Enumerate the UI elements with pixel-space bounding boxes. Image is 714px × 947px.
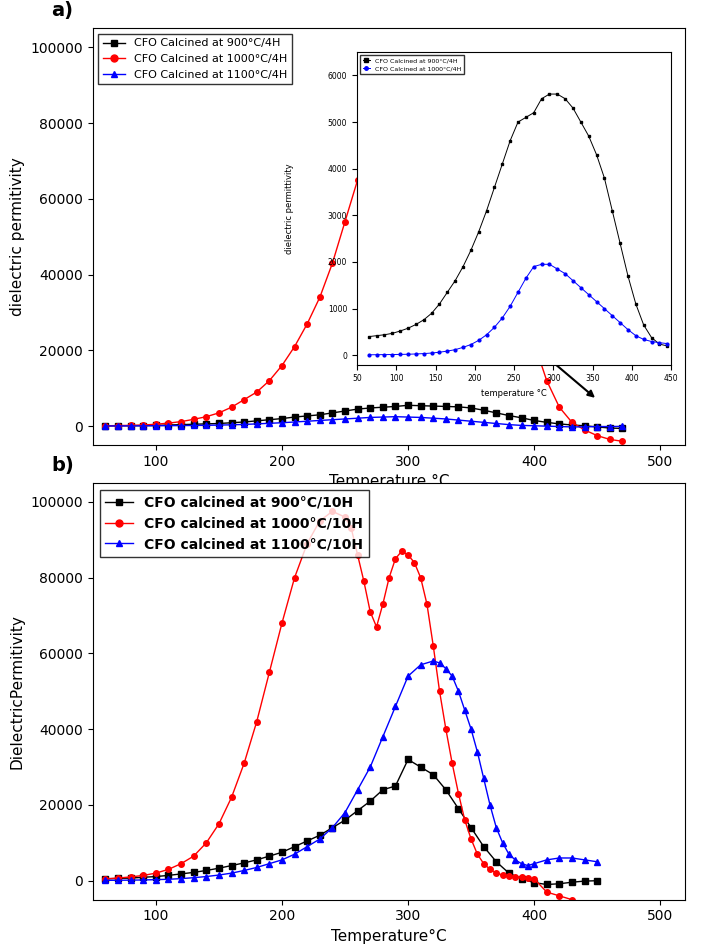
Legend: CFO Calcined at 900°C/4H, CFO Calcined at 1000°C/4H: CFO Calcined at 900°C/4H, CFO Calcined a…	[360, 55, 464, 74]
Text: a): a)	[51, 1, 74, 20]
X-axis label: Temperature°C: Temperature°C	[331, 929, 447, 944]
Legend: CFO calcined at 900°C/10H, CFO calcined at 1000°C/10H, CFO calcined at 1100°C/10: CFO calcined at 900°C/10H, CFO calcined …	[100, 490, 368, 557]
Y-axis label: dielectric permittivity: dielectric permittivity	[285, 163, 294, 254]
Text: b): b)	[51, 456, 74, 474]
Y-axis label: dielectric permitivity: dielectric permitivity	[10, 157, 25, 316]
Legend: CFO Calcined at 900°C/4H, CFO Calcined at 1000°C/4H, CFO Calcined at 1100°C/4H: CFO Calcined at 900°C/4H, CFO Calcined a…	[99, 34, 291, 84]
X-axis label: Temperature °C: Temperature °C	[329, 474, 449, 490]
X-axis label: temperature °C: temperature °C	[481, 389, 547, 398]
Y-axis label: DielectricPermitivity: DielectricPermitivity	[10, 614, 25, 769]
